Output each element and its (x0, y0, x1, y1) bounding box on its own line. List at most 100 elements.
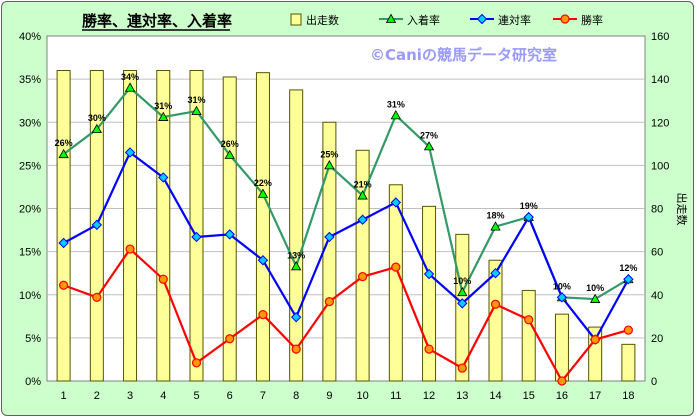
legend-swatch (290, 13, 302, 26)
series-point (556, 292, 568, 303)
series-point (224, 149, 235, 159)
data-label: 31% (387, 99, 405, 109)
y-left-tick-label: 5% (25, 333, 41, 345)
y-right-tick-label: 20 (651, 333, 663, 345)
y-left-tick-label: 30% (19, 117, 41, 129)
series-point (290, 260, 302, 271)
series-point (224, 229, 235, 240)
bar (422, 205, 437, 382)
series-point (91, 219, 103, 231)
x-tick-label: 1 (61, 390, 67, 402)
x-tick-label: 16 (556, 390, 568, 402)
data-label: 31% (187, 95, 205, 105)
series-point (490, 221, 501, 231)
series-point (324, 231, 335, 243)
y-left-tick-label: 10% (19, 290, 41, 302)
data-label: 34% (121, 72, 139, 82)
data-label: 26% (221, 139, 239, 149)
series-point (457, 298, 468, 309)
legend-marker (476, 13, 488, 25)
y-right-axis-title: 出走数 (675, 193, 689, 226)
series-point (590, 335, 600, 345)
series-point (92, 292, 102, 302)
series-point (358, 272, 368, 282)
series-point (124, 82, 136, 92)
series-point (290, 311, 302, 323)
series-point (257, 255, 269, 266)
series-point (324, 160, 335, 170)
series-point (158, 111, 169, 121)
bar (289, 89, 304, 382)
plot-area: 0% 5% 10% 15% 20% 25% 30% 35% 40% 0 20 40 60 80 100 120… (19, 31, 669, 402)
x-tick-label: 9 (326, 390, 332, 402)
data-label: 21% (354, 180, 372, 190)
series-point (623, 274, 634, 285)
bar (255, 72, 270, 382)
series-point (59, 280, 69, 290)
x-tick-label: 15 (523, 390, 535, 402)
series-point (557, 376, 567, 386)
data-label: 27% (420, 130, 438, 140)
data-label: 30% (88, 113, 106, 123)
data-label: 25% (320, 149, 338, 159)
series-point (457, 286, 468, 297)
y-left-tick-label: 0% (25, 376, 41, 388)
legend-label: 連対率 (498, 13, 531, 27)
y-right-tick-label: 160 (651, 31, 669, 43)
bar (222, 76, 237, 382)
data-label: 26% (55, 138, 73, 148)
x-tick-label: 5 (193, 390, 199, 402)
x-tick-label: 18 (622, 390, 634, 402)
y-right-tick-label: 120 (651, 117, 669, 129)
legend-label: 入着率 (407, 13, 440, 27)
bar (156, 70, 171, 382)
bar (355, 149, 370, 382)
x-tick-label: 11 (390, 390, 401, 402)
data-label: 22% (254, 178, 272, 188)
series-point (523, 211, 534, 223)
y-right-tick-label: 140 (651, 74, 669, 86)
series-point (424, 344, 434, 354)
series-point (58, 148, 69, 159)
series-point (158, 172, 169, 183)
x-tick-label: 3 (127, 390, 133, 402)
y-right-tick-label: 0 (651, 376, 657, 388)
y-left-tick-label: 25% (19, 160, 41, 172)
y-left-tick-label: 35% (19, 74, 41, 86)
series-point (158, 274, 168, 284)
watermark: ©Caniの競馬データ研究室 (370, 46, 557, 64)
y-right-tick-label: 100 (651, 160, 669, 172)
y-left-tick-label: 40% (19, 31, 41, 43)
data-label: 18% (486, 211, 504, 221)
bar (123, 70, 138, 382)
series-point (490, 267, 501, 279)
series-point (623, 325, 633, 335)
series-point (125, 244, 135, 254)
data-label: 10% (586, 283, 604, 293)
y-right-tick-label: 80 (651, 204, 663, 216)
bar (488, 259, 503, 382)
x-tick-label: 14 (489, 390, 501, 402)
series-point (257, 188, 269, 198)
series-point (225, 334, 235, 344)
series-point (589, 293, 601, 303)
series-point (391, 262, 401, 272)
series-point (258, 309, 268, 320)
series-line (63, 150, 630, 342)
y-right-tick-label: 40 (651, 290, 663, 302)
data-label: 12% (619, 263, 637, 273)
series-point (191, 358, 202, 368)
series-point (390, 110, 402, 120)
series-point (490, 299, 501, 309)
series-point (191, 231, 202, 243)
y-left-tick-label: 15% (19, 247, 41, 259)
series-point (191, 105, 202, 115)
series-point (524, 315, 534, 325)
x-tick-label: 6 (227, 390, 233, 402)
series-point (58, 237, 69, 249)
y-left-tick-label: 20% (19, 204, 41, 216)
series-point (291, 344, 301, 354)
series-point (357, 214, 368, 225)
series-point (457, 363, 467, 373)
